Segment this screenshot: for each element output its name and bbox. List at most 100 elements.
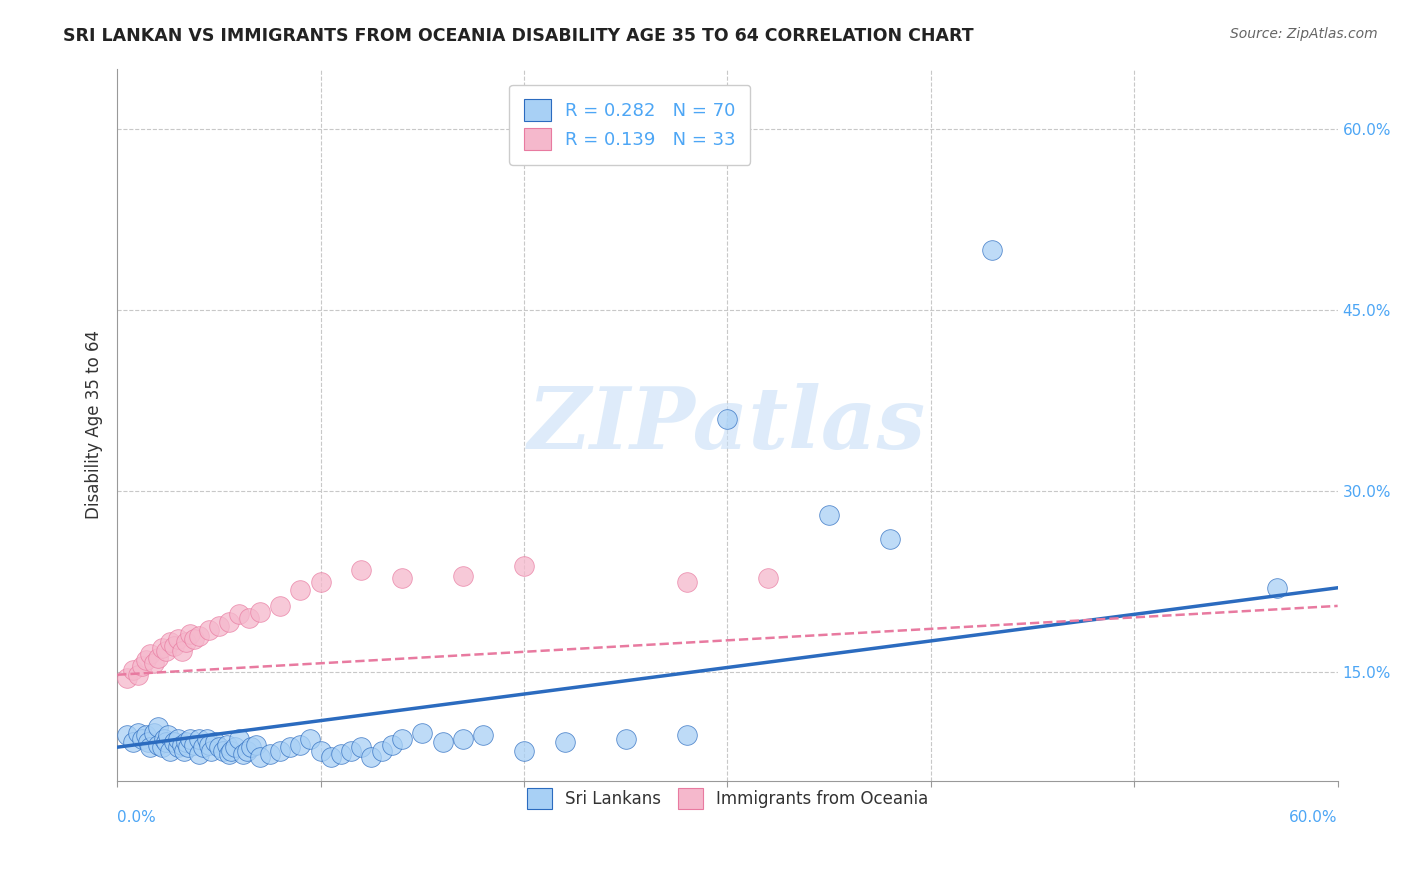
Point bbox=[122, 735, 145, 749]
Point bbox=[614, 731, 637, 746]
Point bbox=[117, 671, 139, 685]
Point bbox=[172, 643, 194, 657]
Text: 0.0%: 0.0% bbox=[117, 810, 156, 824]
Point bbox=[513, 744, 536, 758]
Point bbox=[675, 728, 697, 742]
Point bbox=[155, 735, 177, 749]
Point bbox=[167, 740, 190, 755]
Point bbox=[138, 740, 160, 755]
Point bbox=[249, 749, 271, 764]
Point bbox=[716, 411, 738, 425]
Point bbox=[127, 667, 149, 681]
Point bbox=[224, 740, 246, 755]
Point bbox=[818, 508, 841, 523]
Point bbox=[131, 659, 153, 673]
Point bbox=[980, 243, 1002, 257]
Point bbox=[159, 635, 181, 649]
Point bbox=[245, 738, 267, 752]
Point bbox=[340, 744, 363, 758]
Point bbox=[187, 629, 209, 643]
Point bbox=[451, 568, 474, 582]
Point bbox=[142, 725, 165, 739]
Point bbox=[142, 656, 165, 670]
Point bbox=[172, 738, 194, 752]
Point bbox=[127, 725, 149, 739]
Point bbox=[451, 731, 474, 746]
Legend: Sri Lankans, Immigrants from Oceania: Sri Lankans, Immigrants from Oceania bbox=[520, 781, 935, 815]
Point bbox=[187, 747, 209, 762]
Point bbox=[319, 749, 342, 764]
Point bbox=[138, 647, 160, 661]
Point bbox=[391, 731, 413, 746]
Point bbox=[146, 650, 169, 665]
Point bbox=[218, 615, 240, 629]
Point bbox=[290, 738, 312, 752]
Point bbox=[167, 731, 190, 746]
Point bbox=[177, 740, 200, 755]
Point bbox=[191, 740, 214, 755]
Point bbox=[212, 744, 235, 758]
Text: 60.0%: 60.0% bbox=[1289, 810, 1337, 824]
Text: Source: ZipAtlas.com: Source: ZipAtlas.com bbox=[1230, 27, 1378, 41]
Point bbox=[117, 728, 139, 742]
Point bbox=[432, 735, 454, 749]
Point bbox=[153, 731, 176, 746]
Point bbox=[122, 663, 145, 677]
Point bbox=[259, 747, 281, 762]
Point bbox=[163, 735, 186, 749]
Point bbox=[218, 747, 240, 762]
Point bbox=[350, 563, 373, 577]
Point bbox=[146, 720, 169, 734]
Point bbox=[240, 740, 263, 755]
Point bbox=[163, 639, 186, 653]
Point bbox=[329, 747, 352, 762]
Point bbox=[411, 725, 433, 739]
Point bbox=[179, 626, 201, 640]
Point bbox=[200, 744, 222, 758]
Point bbox=[228, 607, 250, 622]
Point bbox=[146, 738, 169, 752]
Point bbox=[159, 744, 181, 758]
Point bbox=[208, 619, 231, 633]
Point bbox=[299, 731, 322, 746]
Point bbox=[269, 599, 291, 613]
Point bbox=[187, 731, 209, 746]
Text: ZIPatlas: ZIPatlas bbox=[529, 383, 927, 467]
Point bbox=[150, 641, 173, 656]
Point bbox=[554, 735, 576, 749]
Point bbox=[381, 738, 404, 752]
Point bbox=[350, 740, 373, 755]
Point bbox=[157, 728, 180, 742]
Point bbox=[472, 728, 495, 742]
Point bbox=[179, 731, 201, 746]
Point bbox=[176, 735, 198, 749]
Point bbox=[236, 744, 259, 758]
Point bbox=[197, 623, 219, 637]
Text: SRI LANKAN VS IMMIGRANTS FROM OCEANIA DISABILITY AGE 35 TO 64 CORRELATION CHART: SRI LANKAN VS IMMIGRANTS FROM OCEANIA DI… bbox=[63, 27, 974, 45]
Point bbox=[249, 605, 271, 619]
Point bbox=[204, 735, 226, 749]
Point bbox=[173, 744, 195, 758]
Point bbox=[219, 744, 242, 758]
Point bbox=[278, 740, 301, 755]
Point bbox=[269, 744, 291, 758]
Point bbox=[195, 731, 218, 746]
Point bbox=[167, 632, 190, 646]
Point bbox=[238, 611, 260, 625]
Point bbox=[675, 574, 697, 589]
Point bbox=[131, 731, 153, 746]
Point bbox=[391, 571, 413, 585]
Point bbox=[232, 747, 254, 762]
Point bbox=[370, 744, 392, 758]
Point bbox=[1265, 581, 1288, 595]
Point bbox=[135, 653, 157, 667]
Y-axis label: Disability Age 35 to 64: Disability Age 35 to 64 bbox=[86, 330, 103, 519]
Point bbox=[155, 643, 177, 657]
Point bbox=[228, 731, 250, 746]
Point bbox=[513, 559, 536, 574]
Point bbox=[135, 728, 157, 742]
Point bbox=[879, 533, 901, 547]
Point bbox=[309, 744, 332, 758]
Point bbox=[136, 735, 159, 749]
Point bbox=[215, 738, 238, 752]
